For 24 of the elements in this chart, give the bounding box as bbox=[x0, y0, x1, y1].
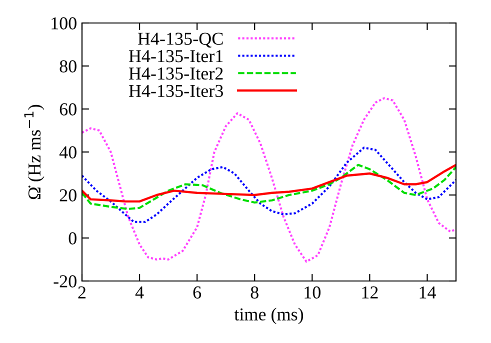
x-tick-label: 12 bbox=[362, 286, 378, 298]
y-tick-label: -20 bbox=[54, 275, 76, 288]
legend-label: H4-135-QC bbox=[138, 32, 223, 48]
x-axis-title: time (ms) bbox=[234, 308, 304, 324]
y-tick-label: 0 bbox=[68, 232, 76, 244]
legend-label: H4-135-Iter1 bbox=[128, 50, 223, 62]
y-tick-label: 80 bbox=[60, 60, 76, 72]
x-tick-label: 6 bbox=[193, 286, 202, 299]
x-tick-label: 2 bbox=[78, 286, 86, 298]
line-series bbox=[82, 97, 456, 263]
line-series bbox=[82, 164, 456, 210]
x-tick-label: 8 bbox=[250, 286, 258, 299]
y-tick-label: 60 bbox=[60, 103, 76, 116]
x-tick-label: 4 bbox=[135, 286, 144, 298]
line-series bbox=[82, 164, 456, 203]
y-tick-label: 40 bbox=[59, 146, 76, 158]
y-tick-label: 20 bbox=[60, 189, 76, 202]
line-series bbox=[82, 146, 456, 223]
legend-label: H4-135-Iter2 bbox=[128, 67, 223, 80]
x-tick-label: 14 bbox=[420, 286, 436, 298]
legend-label: H4-135-Iter3 bbox=[128, 84, 223, 98]
x-tick-label: 10 bbox=[304, 286, 320, 299]
y-axis-title: Ω̇ (Hz ms$^{−1}$) bbox=[24, 104, 44, 200]
y-tick-label: 100 bbox=[52, 17, 76, 30]
